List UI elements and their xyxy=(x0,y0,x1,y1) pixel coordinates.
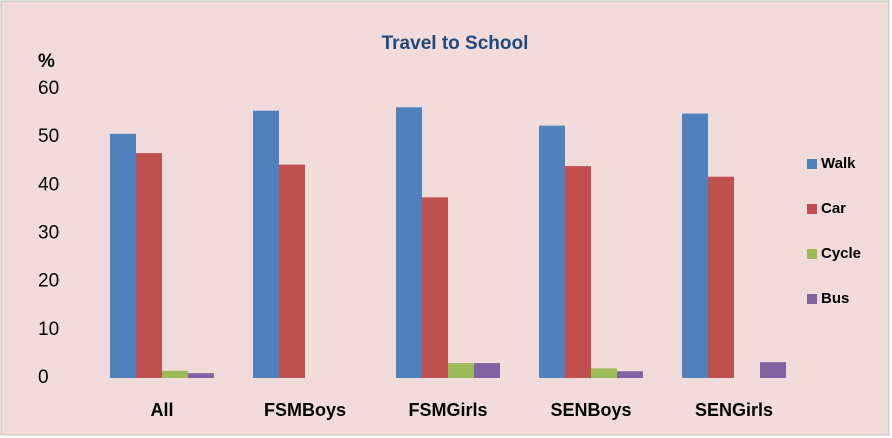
y-tick-label: 20 xyxy=(38,271,59,292)
legend-swatch xyxy=(807,204,817,214)
y-axis-label: % xyxy=(38,51,55,72)
bar xyxy=(617,371,643,378)
x-tick-label: SENGirls xyxy=(695,400,773,420)
y-tick-label: 0 xyxy=(38,367,49,388)
legend-swatch xyxy=(807,294,817,304)
bar xyxy=(110,133,136,378)
x-tick-label: FSMBoys xyxy=(264,400,346,420)
legend-label: Car xyxy=(821,200,846,217)
bar xyxy=(708,176,734,378)
bar xyxy=(539,125,565,379)
legend-label: Bus xyxy=(821,290,849,307)
bar xyxy=(279,164,305,378)
y-tick-label: 10 xyxy=(38,319,59,340)
chart-title: Travel to School xyxy=(382,33,529,54)
bar xyxy=(188,373,214,378)
bar xyxy=(422,197,448,378)
y-tick-label: 30 xyxy=(38,223,59,244)
legend-label: Cycle xyxy=(821,245,861,262)
bar xyxy=(448,363,474,378)
x-tick-label: All xyxy=(150,400,173,420)
bar xyxy=(396,107,422,378)
y-tick-label: 50 xyxy=(38,126,59,147)
bar xyxy=(474,363,500,378)
bar xyxy=(760,362,786,378)
y-tick-label: 60 xyxy=(38,78,59,99)
x-tick-label: FSMGirls xyxy=(408,400,487,420)
legend-swatch xyxy=(807,249,817,259)
bar xyxy=(565,166,591,378)
bar xyxy=(162,370,188,378)
bar xyxy=(682,113,708,378)
y-tick-label: 40 xyxy=(38,174,59,195)
bar xyxy=(253,110,279,379)
bar xyxy=(136,153,162,378)
legend-label: Walk xyxy=(821,155,856,172)
x-tick-label: SENBoys xyxy=(550,400,631,420)
legend-swatch xyxy=(807,159,817,169)
bar xyxy=(591,368,617,378)
